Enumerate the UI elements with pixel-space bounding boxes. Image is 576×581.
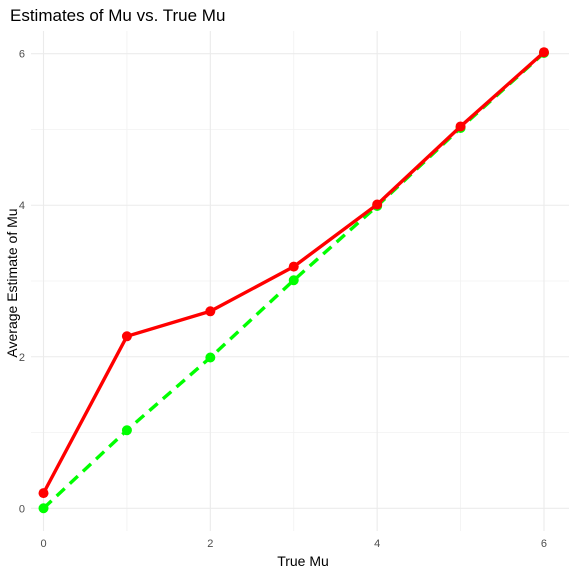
y-tick-label: 6 (19, 49, 25, 61)
grid (31, 31, 569, 531)
series-2-point (38, 488, 49, 499)
series-1-point (288, 275, 299, 286)
tick-labels: 0 2 4 6 0 2 4 6 (19, 49, 547, 550)
series (38, 47, 549, 514)
series-2-point (205, 306, 216, 317)
x-tick-label: 6 (541, 538, 547, 550)
series-1-point (121, 425, 132, 436)
series-2-point (372, 199, 383, 210)
series-2-point (288, 261, 299, 272)
y-tick-label: 4 (19, 200, 25, 212)
y-tick-label: 0 (19, 503, 25, 515)
chart-title: Estimates of Mu vs. True Mu (10, 6, 225, 25)
series-2-point (538, 47, 549, 58)
x-tick-label: 2 (207, 538, 213, 550)
series-1-point (205, 352, 216, 363)
series-2 (38, 47, 549, 499)
series-2-point (455, 121, 466, 132)
series-2-point (121, 331, 132, 342)
x-tick-label: 0 (40, 538, 46, 550)
x-axis-label: True Mu (277, 553, 329, 569)
y-axis-label: Average Estimate of Mu (4, 208, 20, 357)
series-1-point (38, 503, 49, 514)
y-tick-label: 2 (19, 352, 25, 364)
x-tick-label: 4 (374, 538, 380, 550)
